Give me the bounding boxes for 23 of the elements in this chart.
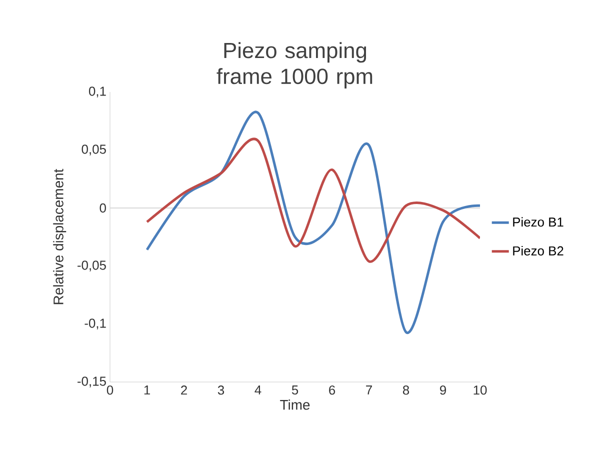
x-tick-label: 10 xyxy=(474,386,487,395)
y-tick-label: 0 xyxy=(100,203,106,213)
chart-title: Piezo samping frame 1000 rpm xyxy=(216,42,372,88)
x-tick-label: 7 xyxy=(366,386,372,394)
legend-label: Piezo B2 xyxy=(513,246,564,256)
y-axis-title: Relative displacement xyxy=(53,168,66,304)
y-tick-label: 0,05 xyxy=(82,144,106,156)
x-tick-label: 9 xyxy=(440,386,446,395)
x-tick-label: 1 xyxy=(144,386,150,394)
y-tick-label: -0,1 xyxy=(84,318,106,330)
x-tick-label: 0 xyxy=(106,386,114,395)
x-tick-label: 2 xyxy=(181,386,187,395)
legend-label: Piezo B1 xyxy=(513,217,564,227)
y-tick-label: 0,1 xyxy=(88,86,106,98)
y-tick-label: -0,15 xyxy=(78,376,106,388)
x-axis-title: Time xyxy=(280,400,310,410)
x-tick-label: 3 xyxy=(218,386,224,395)
x-tick-label: 6 xyxy=(329,386,336,395)
x-tick-label: 5 xyxy=(292,386,298,395)
line-series xyxy=(146,112,480,334)
x-tick-label: 8 xyxy=(402,386,410,395)
x-tick-label: 4 xyxy=(254,386,262,394)
y-tick-label: -0,05 xyxy=(78,260,106,272)
